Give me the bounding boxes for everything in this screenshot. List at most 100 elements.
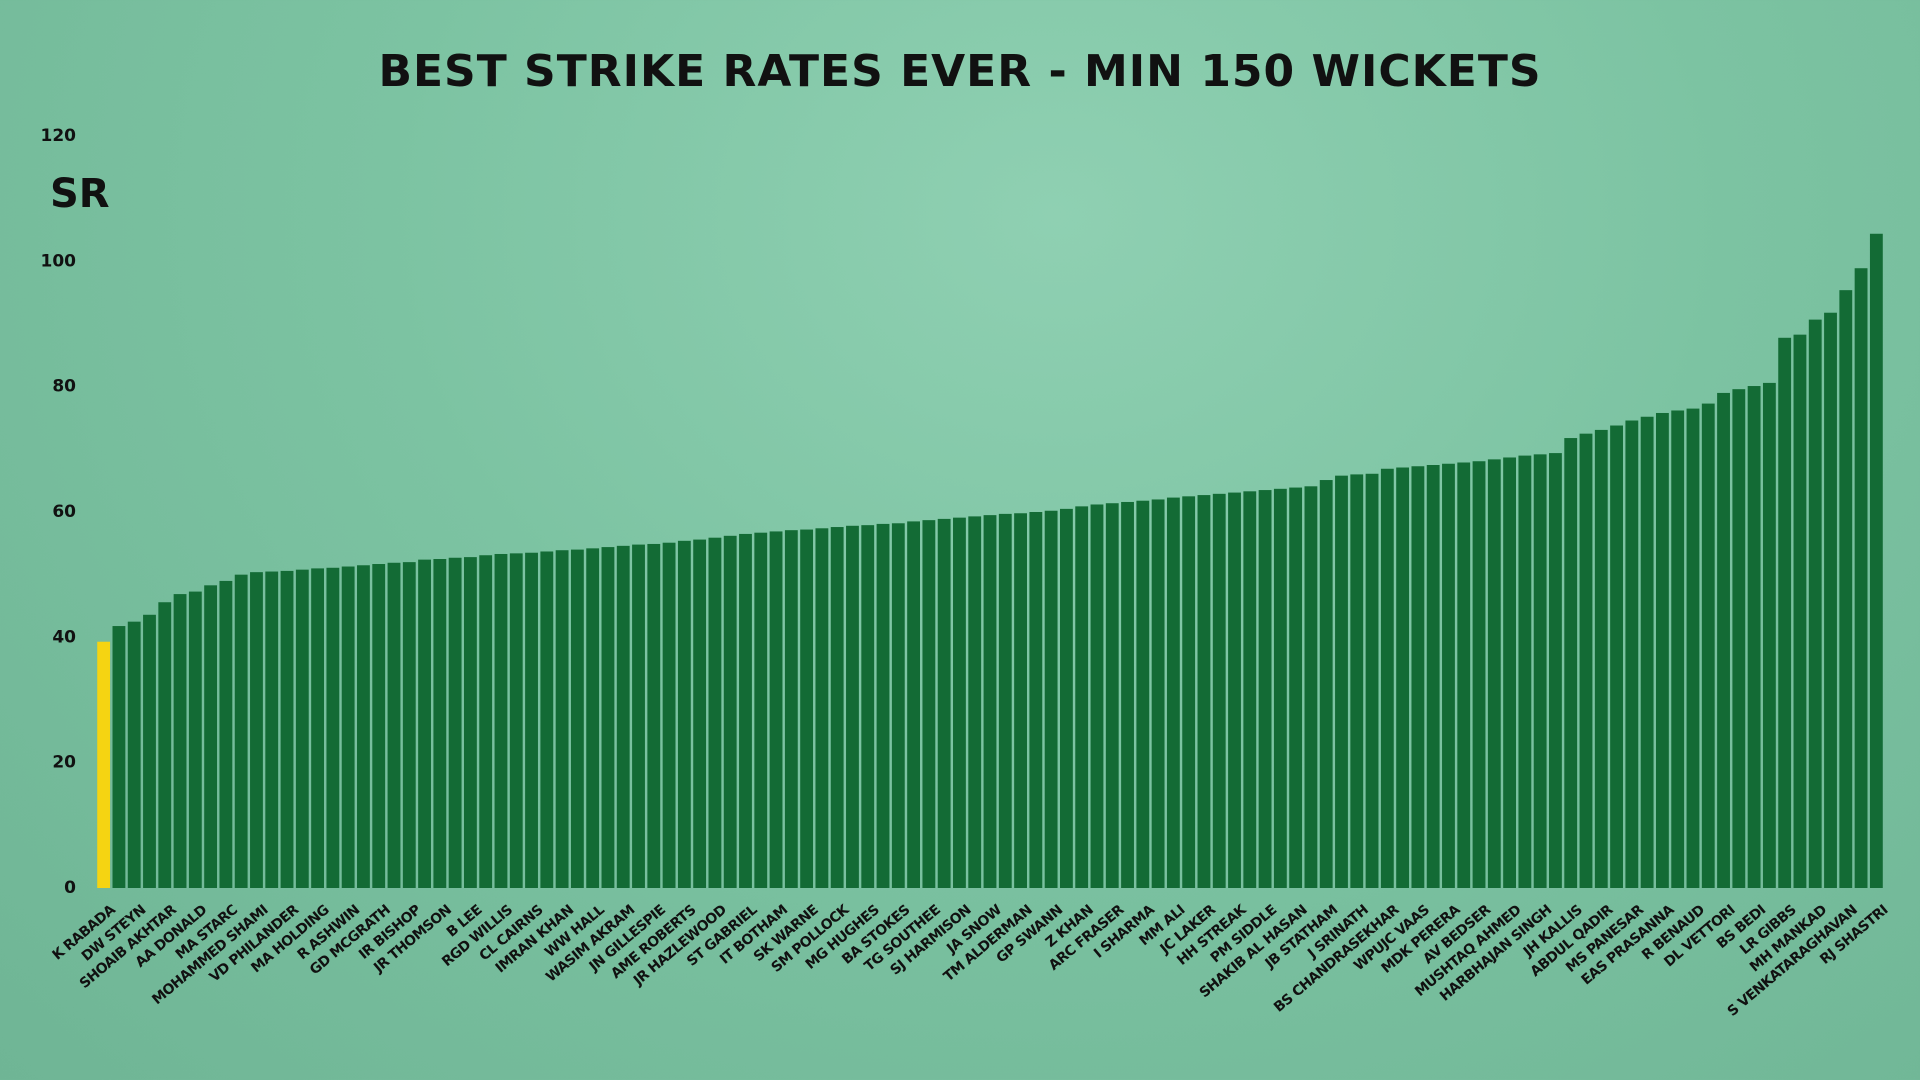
bar: [1671, 410, 1685, 888]
bar: [1793, 334, 1807, 888]
bar: [876, 523, 890, 888]
y-tick-label: 120: [41, 126, 77, 146]
bar: [1396, 467, 1410, 888]
bar: [1686, 408, 1700, 888]
bar: [1747, 386, 1761, 888]
bar: [784, 530, 798, 888]
y-tick-label: 80: [52, 377, 76, 397]
bar: [509, 553, 523, 888]
bar: [418, 559, 431, 888]
bar: [1289, 487, 1303, 888]
bar: [143, 614, 156, 888]
bar: [402, 562, 416, 888]
bar: [586, 548, 600, 888]
bar: [1090, 504, 1104, 888]
bar: [1304, 486, 1318, 888]
bar: [1594, 429, 1608, 888]
y-tick-label: 0: [64, 878, 76, 898]
bar: [1335, 475, 1348, 888]
bar: [173, 594, 187, 888]
bar: [846, 525, 859, 888]
bar: [1182, 496, 1196, 888]
bar: [1442, 463, 1455, 888]
bar: [1625, 420, 1639, 888]
y-tick-label: 40: [52, 627, 76, 647]
bar: [555, 550, 569, 888]
bar: [1350, 474, 1364, 888]
bar: [1854, 268, 1868, 888]
bar: [112, 626, 126, 888]
bar: [1365, 473, 1379, 888]
bar: [1044, 510, 1058, 888]
bar: [677, 540, 691, 888]
bar: [204, 585, 218, 888]
bar: [1029, 512, 1043, 888]
bar: [1701, 403, 1715, 888]
bar: [891, 523, 905, 888]
bar: [372, 564, 386, 888]
bar: [1258, 490, 1272, 888]
bar: [1808, 319, 1822, 888]
bar: [983, 515, 997, 888]
bar: [265, 571, 279, 888]
bar: [1151, 499, 1165, 888]
bar: [448, 557, 462, 888]
bar: [1640, 416, 1654, 888]
bar: [1166, 497, 1180, 888]
bar: [723, 535, 737, 888]
bar: [1243, 491, 1257, 888]
bar: [570, 549, 584, 888]
bar: [937, 518, 951, 888]
bar: [1457, 462, 1471, 888]
bar: [1075, 506, 1089, 888]
bar: [1824, 312, 1837, 889]
y-tick-label: 20: [52, 753, 76, 773]
bar: [754, 532, 768, 888]
bar: [1105, 503, 1119, 888]
chart-title: BEST STRIKE RATES EVER - MIN 150 WICKETS: [378, 46, 1541, 97]
bar: [540, 551, 554, 888]
bar: [295, 569, 309, 888]
bar: [1228, 492, 1241, 888]
bar: [1197, 495, 1211, 888]
bar: [1549, 453, 1562, 888]
bar: [1136, 500, 1150, 888]
bar: [907, 521, 921, 888]
bar: [1518, 455, 1532, 888]
bar: [1380, 468, 1394, 888]
bar: [1472, 461, 1486, 888]
bar: [998, 513, 1012, 888]
bar: [1426, 465, 1440, 888]
bar: [250, 572, 263, 888]
bar: [341, 566, 355, 888]
bar: [815, 528, 829, 888]
bar: [1273, 488, 1287, 888]
bar: [188, 591, 202, 888]
bar: [769, 531, 783, 888]
bar: [953, 517, 966, 888]
bar: [1014, 513, 1027, 888]
bar: [708, 537, 722, 888]
bar: [1411, 466, 1425, 888]
bar: [739, 533, 752, 888]
bar: [1212, 493, 1226, 888]
bar: [616, 545, 630, 888]
bar: [1839, 290, 1853, 888]
bar: [662, 542, 676, 888]
bar: [1121, 501, 1134, 888]
bar: [1869, 233, 1883, 888]
y-axis-label: SR: [50, 171, 110, 217]
bar: [219, 580, 233, 888]
bar: [1487, 459, 1501, 888]
bar: [1503, 457, 1517, 888]
bar: [1059, 508, 1073, 888]
bar: [830, 527, 844, 888]
bar: [280, 570, 294, 888]
bar: [1533, 454, 1547, 888]
bar: [357, 565, 370, 888]
bar: [632, 544, 645, 888]
bar: [387, 562, 401, 888]
bar: [463, 557, 477, 888]
